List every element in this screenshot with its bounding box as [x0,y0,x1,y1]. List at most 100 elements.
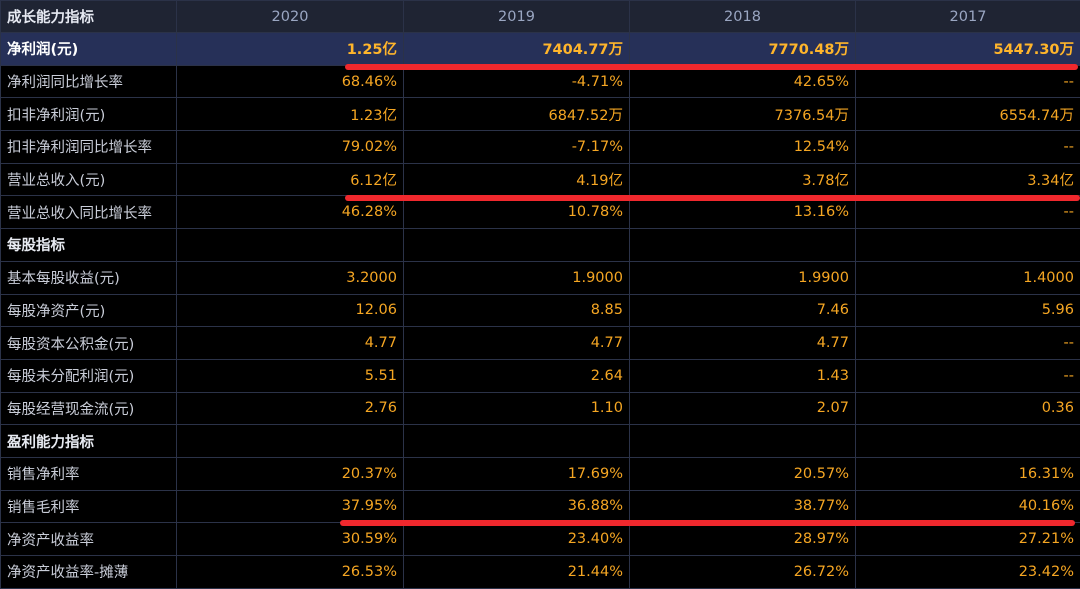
table-row-net-profit[interactable]: 净利润(元) 1.25亿 7404.77万 7770.48万 5447.30万 [0,32,1080,66]
cell-value: 4.19亿 [403,162,630,197]
row-label: 基本每股收益(元) [0,260,177,295]
section-title: 盈利能力指标 [0,424,177,458]
row-label: 营业总收入(元) [0,162,177,197]
row-label: 扣非净利润同比增长率 [0,130,177,164]
table-row[interactable]: 净资产收益率 30.59% 23.40% 28.97% 27.21% [0,522,1080,556]
row-label: 销售净利率 [0,456,177,491]
cell-value: 1.25亿 [176,32,404,66]
annotation-underline-revenue [345,195,1080,201]
cell-value: 0.36 [855,391,1080,426]
cell-value: 1.4000 [855,260,1080,295]
cell-value: 23.42% [855,555,1080,589]
cell-value: 4.77 [629,326,856,360]
cell-value: 38.77% [629,489,856,524]
cell-value: 4.77 [403,326,630,360]
cell-value: -- [855,64,1080,99]
section-header-profitability: 盈利能力指标 [0,424,1080,458]
cell-value: 7.46 [629,293,856,328]
cell-value: 16.31% [855,456,1080,491]
cell-value: 7770.48万 [629,32,856,66]
table-row[interactable]: 销售毛利率 37.95% 36.88% 38.77% 40.16% [0,489,1080,524]
cell-value: -- [855,326,1080,360]
cell-value: 3.34亿 [855,162,1080,197]
row-label: 扣非净利润(元) [0,97,177,132]
header-title: 成长能力指标 [0,0,177,33]
cell-value: 17.69% [403,456,630,491]
row-label: 每股净资产(元) [0,293,177,328]
header-year-2017[interactable]: 2017 [855,0,1080,33]
table-row[interactable]: 营业总收入同比增长率 46.28% 10.78% 13.16% -- [0,195,1080,230]
cell-value: 12.54% [629,130,856,164]
table-row[interactable]: 每股净资产(元) 12.06 8.85 7.46 5.96 [0,293,1080,328]
annotation-underline-net-profit [345,64,1078,70]
cell-value [403,228,630,262]
cell-value: -7.17% [403,130,630,164]
cell-value: 6.12亿 [176,162,404,197]
cell-value: 21.44% [403,555,630,589]
cell-value: 1.10 [403,391,630,426]
row-label: 净资产收益率 [0,522,177,556]
cell-value [176,424,404,458]
cell-value [176,228,404,262]
header-year-2018[interactable]: 2018 [629,0,856,33]
cell-value: 37.95% [176,489,404,524]
table-row[interactable]: 营业总收入(元) 6.12亿 4.19亿 3.78亿 3.34亿 [0,162,1080,197]
row-label: 净资产收益率-摊薄 [0,555,177,589]
table-row[interactable]: 扣非净利润(元) 1.23亿 6847.52万 7376.54万 6554.74… [0,97,1080,132]
cell-value: 1.9000 [403,260,630,295]
cell-value: 5447.30万 [855,32,1080,66]
cell-value: 12.06 [176,293,404,328]
cell-value: 6554.74万 [855,97,1080,132]
cell-value: -- [855,130,1080,164]
table-row[interactable]: 销售净利率 20.37% 17.69% 20.57% 16.31% [0,456,1080,491]
row-label: 净利润同比增长率 [0,64,177,99]
cell-value: 40.16% [855,489,1080,524]
cell-value: 20.57% [629,456,856,491]
cell-value: 23.40% [403,522,630,556]
cell-value: 7404.77万 [403,32,630,66]
cell-value: -- [855,195,1080,230]
cell-value: 42.65% [629,64,856,99]
cell-value: 1.23亿 [176,97,404,132]
cell-value: 3.2000 [176,260,404,295]
annotation-underline-gross-margin [340,520,1075,526]
row-label: 净利润(元) [0,32,177,66]
table-row[interactable]: 每股未分配利润(元) 5.51 2.64 1.43 -- [0,358,1080,393]
cell-value: 1.9900 [629,260,856,295]
table-row[interactable]: 扣非净利润同比增长率 79.02% -7.17% 12.54% -- [0,130,1080,164]
cell-value [629,228,856,262]
table-row[interactable]: 净利润同比增长率 68.46% -4.71% 42.65% -- [0,64,1080,99]
cell-value: 4.77 [176,326,404,360]
row-label: 营业总收入同比增长率 [0,195,177,230]
table-row[interactable]: 每股经营现金流(元) 2.76 1.10 2.07 0.36 [0,391,1080,426]
cell-value: 20.37% [176,456,404,491]
cell-value: 27.21% [855,522,1080,556]
header-year-2020[interactable]: 2020 [176,0,404,33]
table-row[interactable]: 净资产收益率-摊薄 26.53% 21.44% 26.72% 23.42% [0,555,1080,589]
row-label: 每股未分配利润(元) [0,358,177,393]
cell-value: -- [855,358,1080,393]
row-label: 每股资本公积金(元) [0,326,177,360]
table-row[interactable]: 基本每股收益(元) 3.2000 1.9000 1.9900 1.4000 [0,260,1080,295]
cell-value: 79.02% [176,130,404,164]
cell-value [855,424,1080,458]
cell-value: 8.85 [403,293,630,328]
cell-value: 1.43 [629,358,856,393]
cell-value: 30.59% [176,522,404,556]
header-year-2019[interactable]: 2019 [403,0,630,33]
cell-value [403,424,630,458]
cell-value: 5.51 [176,358,404,393]
cell-value: 2.07 [629,391,856,426]
cell-value: 5.96 [855,293,1080,328]
cell-value: 2.76 [176,391,404,426]
cell-value: 26.72% [629,555,856,589]
cell-value: 28.97% [629,522,856,556]
cell-value: 6847.52万 [403,97,630,132]
cell-value [855,228,1080,262]
section-header-per-share: 每股指标 [0,228,1080,262]
row-label: 每股经营现金流(元) [0,391,177,426]
cell-value: 2.64 [403,358,630,393]
table-row[interactable]: 每股资本公积金(元) 4.77 4.77 4.77 -- [0,326,1080,360]
cell-value [629,424,856,458]
